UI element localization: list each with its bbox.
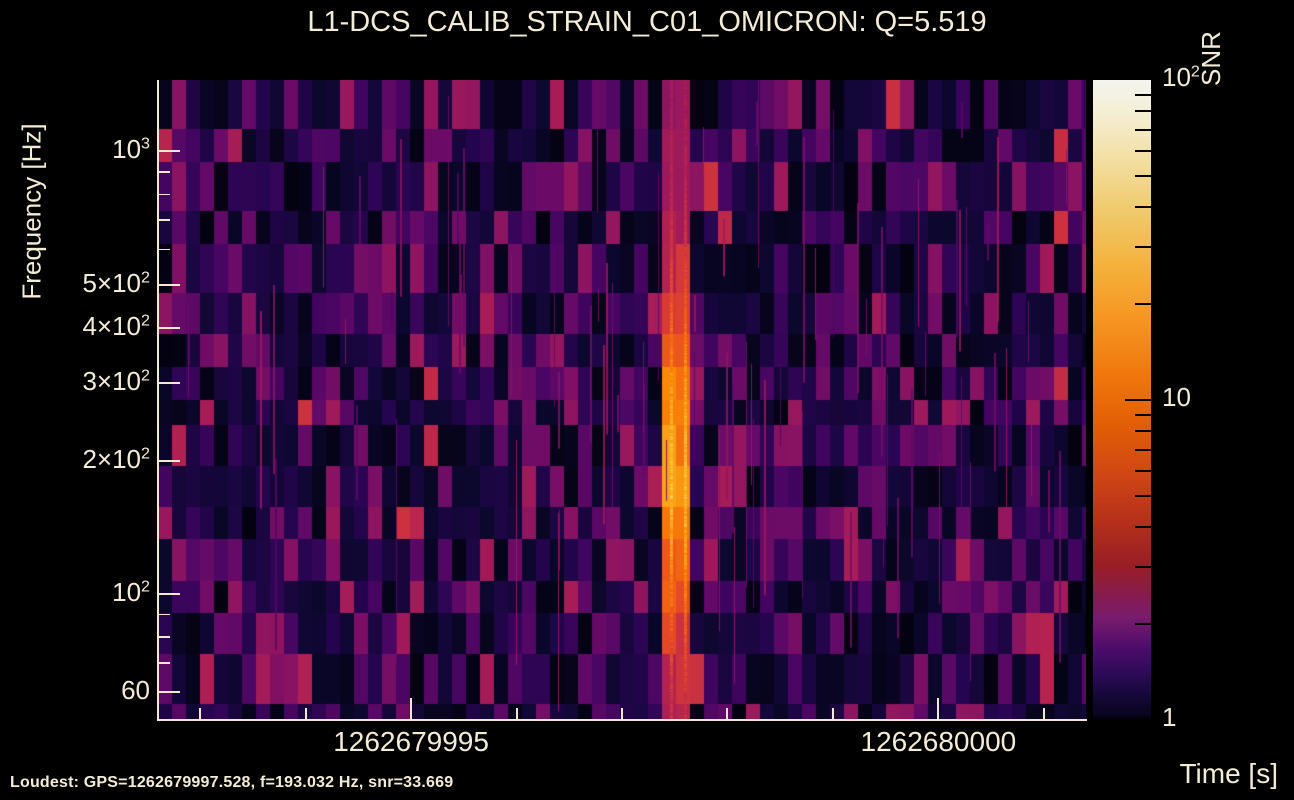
colorbar-minor-tick [1135,413,1151,416]
colorbar-minor-tick [1135,495,1151,498]
colorbar-major-tick [1125,399,1151,401]
colorbar-minor-tick [1135,175,1151,178]
colorbar-tick-label: 102 [1162,62,1200,92]
y-axis-minor-tick [158,613,170,616]
x-axis-minor-tick [1042,708,1045,720]
y-axis-title: Frequency [Hz] [16,123,47,300]
y-axis-line [157,80,159,721]
loudest-event-caption: Loudest: GPS=1262679997.528, f=193.032 H… [10,774,454,791]
colorbar-tick-label: 1 [1162,702,1177,732]
snr-colorbar-frame [1092,79,1152,721]
y-axis-minor-tick [158,170,170,173]
x-axis-minor-tick [831,708,834,720]
x-axis-minor-tick [621,708,623,720]
colorbar-minor-tick [1135,430,1151,432]
x-axis-major-tick [410,698,413,720]
colorbar-minor-tick [1135,206,1151,209]
colorbar-minor-tick [1135,128,1151,131]
y-axis-minor-tick [158,636,170,638]
y-axis-tick-label: 3×102 [82,365,150,396]
y-axis-major-tick [158,593,180,596]
x-axis-minor-tick [515,708,518,720]
y-axis-tick-label: 102 [112,577,150,608]
y-axis-major-tick [158,326,180,329]
y-axis-minor-tick [158,219,170,221]
colorbar-minor-tick [1135,622,1151,625]
y-axis-minor-tick [158,248,170,251]
y-axis-tick-label: 5×102 [82,267,150,298]
y-axis-major-tick [158,691,180,694]
y-axis-tick-label: 4×102 [82,310,150,341]
y-axis-tick-label: 60 [121,675,150,706]
colorbar-minor-tick [1135,526,1151,529]
y-axis-major-tick [158,459,180,462]
colorbar-minor-tick [1135,302,1151,305]
y-axis-major-tick [158,150,180,153]
y-axis-minor-tick [158,662,170,664]
page-title: L1-DCS_CALIB_STRAIN_C01_OMICRON: Q=5.519 [307,6,987,38]
colorbar-minor-tick [1135,246,1151,249]
colorbar-title: SNR [1196,31,1226,86]
y-axis-tick-label: 103 [112,134,150,165]
spectrogram-canvas [158,80,1086,720]
x-axis-major-tick [937,698,940,720]
colorbar-minor-tick [1135,93,1151,96]
x-axis-minor-tick [726,708,729,720]
spectrogram-plot-area [158,80,1086,720]
colorbar-minor-tick [1135,469,1151,472]
colorbar-tick-label: 10 [1162,382,1191,412]
x-axis-tick-label: 1262679995 [333,726,489,757]
x-axis-minor-tick [199,708,202,720]
colorbar-minor-tick [1135,566,1151,569]
colorbar-minor-tick [1135,149,1151,152]
colorbar-minor-tick [1135,448,1151,451]
x-axis-title: Time [s] [1179,758,1278,789]
x-axis-tick-label: 1262680000 [860,726,1017,757]
y-axis-major-tick [158,381,180,384]
colorbar-minor-tick [1135,110,1151,112]
x-axis-minor-tick [304,708,307,720]
y-axis-major-tick [158,283,180,286]
y-axis-minor-tick [158,193,170,196]
y-axis-tick-label: 2×102 [82,443,150,474]
